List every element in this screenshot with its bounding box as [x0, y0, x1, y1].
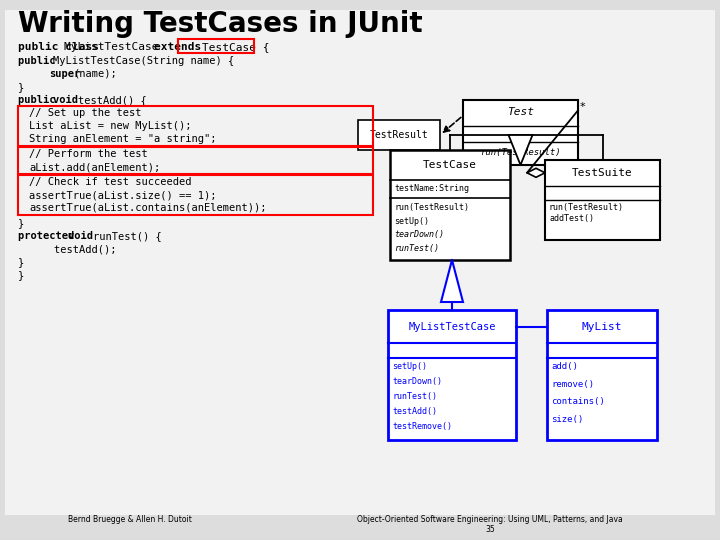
Text: assertTrue(aList.size() == 1);: assertTrue(aList.size() == 1);: [29, 190, 217, 200]
Text: MyListTestCase: MyListTestCase: [408, 322, 496, 332]
Text: public: public: [18, 56, 62, 66]
Text: testRemove(): testRemove(): [392, 422, 452, 431]
Text: assertTrue(aList.contains(anElement));: assertTrue(aList.contains(anElement));: [29, 203, 266, 213]
Text: // Perform the test: // Perform the test: [29, 149, 148, 159]
Text: testAdd();: testAdd();: [29, 244, 117, 254]
Text: MyList: MyList: [582, 322, 622, 332]
Text: contains(): contains(): [551, 397, 605, 406]
Polygon shape: [508, 135, 533, 165]
Text: *: *: [580, 102, 585, 112]
Bar: [545, 160, 660, 240]
Bar: [388, 310, 516, 440]
Text: }: }: [18, 257, 24, 267]
Text: run(TestResult): run(TestResult): [549, 203, 624, 212]
Bar: [358, 120, 440, 150]
Text: Test: Test: [507, 107, 534, 117]
Text: testAdd(): testAdd(): [392, 407, 437, 416]
Text: testAdd() {: testAdd() {: [78, 95, 147, 105]
Bar: [178, 39, 254, 53]
Text: public: public: [18, 95, 62, 105]
Text: // Set up the test: // Set up the test: [29, 108, 142, 118]
Bar: [390, 150, 510, 260]
Bar: [18, 106, 373, 146]
Text: size(): size(): [551, 415, 583, 424]
Bar: [18, 147, 373, 174]
Text: List aList = new MyList();: List aList = new MyList();: [29, 121, 192, 131]
Text: run(TestResult): run(TestResult): [394, 203, 469, 212]
Text: public class: public class: [18, 42, 106, 52]
Text: extends: extends: [153, 42, 207, 52]
Text: // Check if test succeeded: // Check if test succeeded: [29, 177, 192, 187]
Text: }: }: [18, 82, 24, 92]
Polygon shape: [527, 168, 545, 177]
Text: }: }: [18, 218, 24, 228]
Text: TestSuite: TestSuite: [572, 168, 633, 178]
Polygon shape: [441, 260, 463, 302]
Text: super: super: [49, 69, 80, 79]
Bar: [547, 310, 657, 440]
Text: runTest(): runTest(): [394, 244, 439, 253]
Text: setUp(): setUp(): [392, 362, 427, 371]
Text: TestCase: TestCase: [423, 160, 477, 171]
Text: Object-Oriented Software Engineering: Using UML, Patterns, and Java: Object-Oriented Software Engineering: Us…: [357, 516, 623, 524]
Text: tearDown(): tearDown(): [392, 377, 442, 386]
Text: void: void: [68, 231, 99, 241]
Text: runTest() {: runTest() {: [93, 231, 162, 241]
Text: run(TestResult): run(TestResult): [480, 147, 561, 157]
Text: void: void: [53, 95, 84, 105]
Text: MyListTestCase(String name) {: MyListTestCase(String name) {: [53, 56, 234, 66]
Text: remove(): remove(): [551, 380, 594, 389]
Text: (name);: (name);: [74, 69, 118, 79]
Text: runTest(): runTest(): [392, 392, 437, 401]
Text: protected: protected: [18, 231, 81, 241]
Text: MyListTestCase: MyListTestCase: [63, 42, 165, 52]
Text: tearDown(): tearDown(): [394, 230, 444, 239]
Text: add(): add(): [551, 362, 578, 371]
Text: addTest(): addTest(): [549, 214, 594, 224]
Text: }: }: [18, 270, 24, 280]
Text: testName:String: testName:String: [394, 184, 469, 193]
Text: Bernd Bruegge & Allen H. Dutoit: Bernd Bruegge & Allen H. Dutoit: [68, 516, 192, 524]
Text: TestCase {: TestCase {: [202, 42, 269, 52]
Bar: [18, 175, 373, 215]
Bar: [463, 100, 578, 165]
Text: aList.add(anElement);: aList.add(anElement);: [29, 162, 161, 172]
Text: Writing TestCases in JUnit: Writing TestCases in JUnit: [18, 10, 423, 38]
Text: String anElement = "a string";: String anElement = "a string";: [29, 134, 217, 144]
Text: 35: 35: [485, 525, 495, 535]
Text: TestResult: TestResult: [369, 130, 428, 140]
Text: setUp(): setUp(): [394, 217, 429, 226]
